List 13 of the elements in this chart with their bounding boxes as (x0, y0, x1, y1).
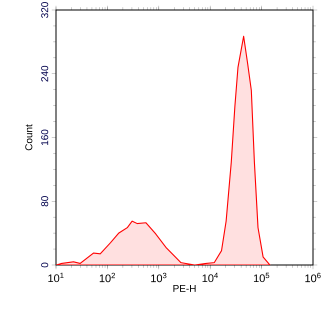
y-tick-label: 320 (41, 2, 48, 18)
y-tick-label: 0 (41, 262, 48, 268)
y-axis-title: Count (25, 124, 32, 150)
y-tick-label: 160 (41, 130, 48, 146)
x-tick-label: 10$^{4}$ (202, 272, 218, 282)
y-tick-label: 240 (41, 66, 48, 82)
x-tick-label: 10$^{3}$ (151, 272, 166, 282)
x-tick-label: 10$^{2}$ (100, 272, 115, 282)
x-axis-title: PE-H (173, 285, 196, 292)
y-tick-label: 80 (41, 196, 48, 206)
x-tick-label: 10$^{1}$ (48, 272, 64, 282)
x-tick-label: 10$^{6}$ (305, 272, 321, 282)
x-tick-label: 10$^{5}$ (254, 272, 270, 282)
